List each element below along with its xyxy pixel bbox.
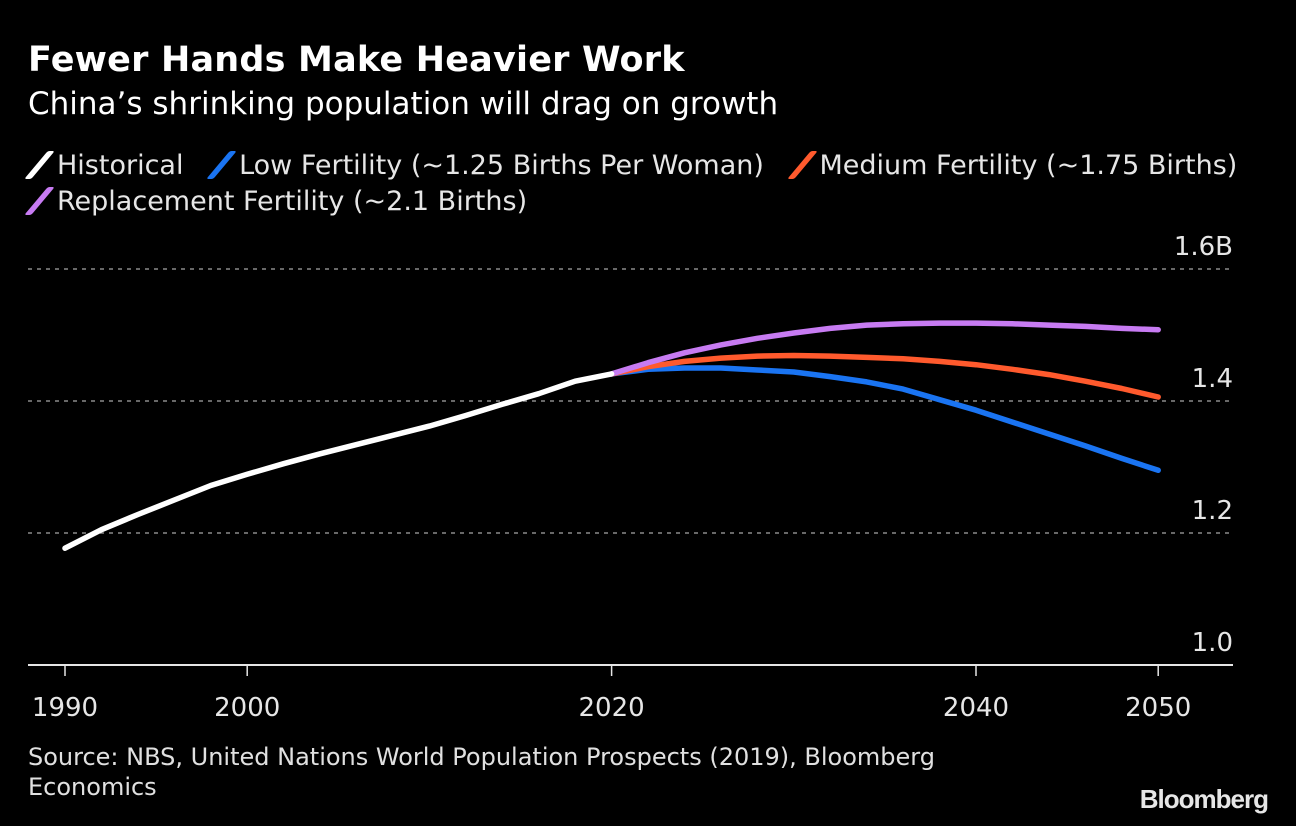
legend-item-medium-fertility: Medium Fertility (~1.75 Births) xyxy=(786,148,1238,184)
x-tick-label: 2050 xyxy=(1125,693,1191,723)
chart-title: Fewer Hands Make Heavier Work xyxy=(28,40,685,80)
legend-item-replacement-fertility: Replacement Fertility (~2.1 Births) xyxy=(24,184,528,220)
series-line-historical xyxy=(62,371,615,551)
series-line-medium xyxy=(608,352,1161,400)
x-tick-label: 2000 xyxy=(214,693,280,723)
chart-subtitle: China’s shrinking population will drag o… xyxy=(28,86,779,122)
y-tick-label: 1.2 xyxy=(1192,496,1233,526)
x-tick-label: 2020 xyxy=(579,693,645,723)
legend-item-historical: Historical xyxy=(24,148,184,184)
y-tick-label: 1.0 xyxy=(1192,628,1233,658)
legend-label: Replacement Fertility (~2.1 Births) xyxy=(57,186,528,217)
bloomberg-logo: Bloomberg xyxy=(1139,784,1269,814)
x-tick-label: 1990 xyxy=(32,693,98,723)
legend: Historical Low Fertility (~1.25 Births P… xyxy=(24,148,1278,220)
legend-label: Medium Fertility (~1.75 Births) xyxy=(819,150,1238,181)
x-tick-label: 2040 xyxy=(943,693,1009,723)
legend-label: Historical xyxy=(57,150,184,181)
y-tick-label: 1.6B xyxy=(1174,232,1233,262)
y-tick-label: 1.4 xyxy=(1192,364,1233,394)
series-line-low xyxy=(608,365,1161,474)
source-note: Source: NBS, United Nations World Popula… xyxy=(28,743,935,801)
series-line-replacement xyxy=(608,320,1161,377)
legend-label: Low Fertility (~1.25 Births Per Woman) xyxy=(239,150,764,181)
legend-item-low-fertility: Low Fertility (~1.25 Births Per Woman) xyxy=(206,148,764,184)
